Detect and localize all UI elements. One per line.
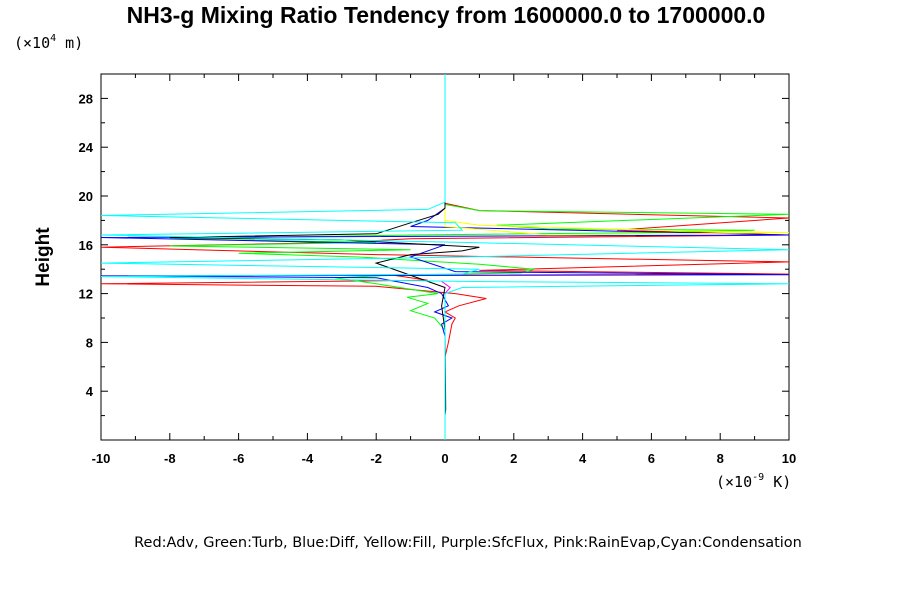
x-tick-label: 8	[717, 451, 724, 466]
series-line-1	[169, 74, 790, 440]
x-tick-label: 4	[579, 451, 587, 466]
legend-text: Red:Adv, Green:Turb, Blue:Diff, Yellow:F…	[134, 535, 802, 551]
x-unit-suffix: K)	[764, 473, 791, 491]
x-unit-exponent: -9	[752, 472, 764, 483]
x-tick-label: -10	[92, 451, 111, 466]
series-line-5	[169, 74, 480, 440]
x-tick-label: 0	[441, 451, 448, 466]
x-tick-label: 10	[782, 451, 796, 466]
x-tick-label: -2	[370, 451, 382, 466]
y-tick-label: 16	[79, 238, 93, 253]
series-line-6	[100, 74, 790, 440]
y-unit-suffix: m)	[56, 34, 83, 52]
x-unit-prefix: (×10	[716, 473, 752, 491]
series-line-4	[441, 280, 451, 440]
x-tick-label: -4	[302, 451, 314, 466]
x-axis-unit: (×10-9 K)	[716, 472, 791, 491]
y-tick-label: 4	[86, 384, 94, 399]
series-line-2	[100, 74, 790, 440]
y-tick-label: 8	[86, 335, 93, 350]
chart-title: NH3-g Mixing Ratio Tendency from 1600000…	[127, 2, 766, 28]
y-axis-label: Height	[33, 227, 54, 287]
series-line-3	[444, 202, 790, 236]
y-tick-label: 20	[79, 189, 93, 204]
y-axis-unit: (×104 m)	[14, 33, 83, 52]
y-tick-label: 24	[79, 140, 94, 155]
x-tick-label: -8	[164, 451, 176, 466]
y-tick-label: 12	[79, 287, 93, 302]
x-tick-label: -6	[233, 451, 245, 466]
y-unit-exponent: 4	[50, 33, 56, 44]
x-tick-label: 2	[510, 451, 517, 466]
y-tick-label: 28	[79, 91, 93, 106]
x-tick-label: 6	[648, 451, 655, 466]
y-unit-prefix: (×10	[14, 34, 50, 52]
